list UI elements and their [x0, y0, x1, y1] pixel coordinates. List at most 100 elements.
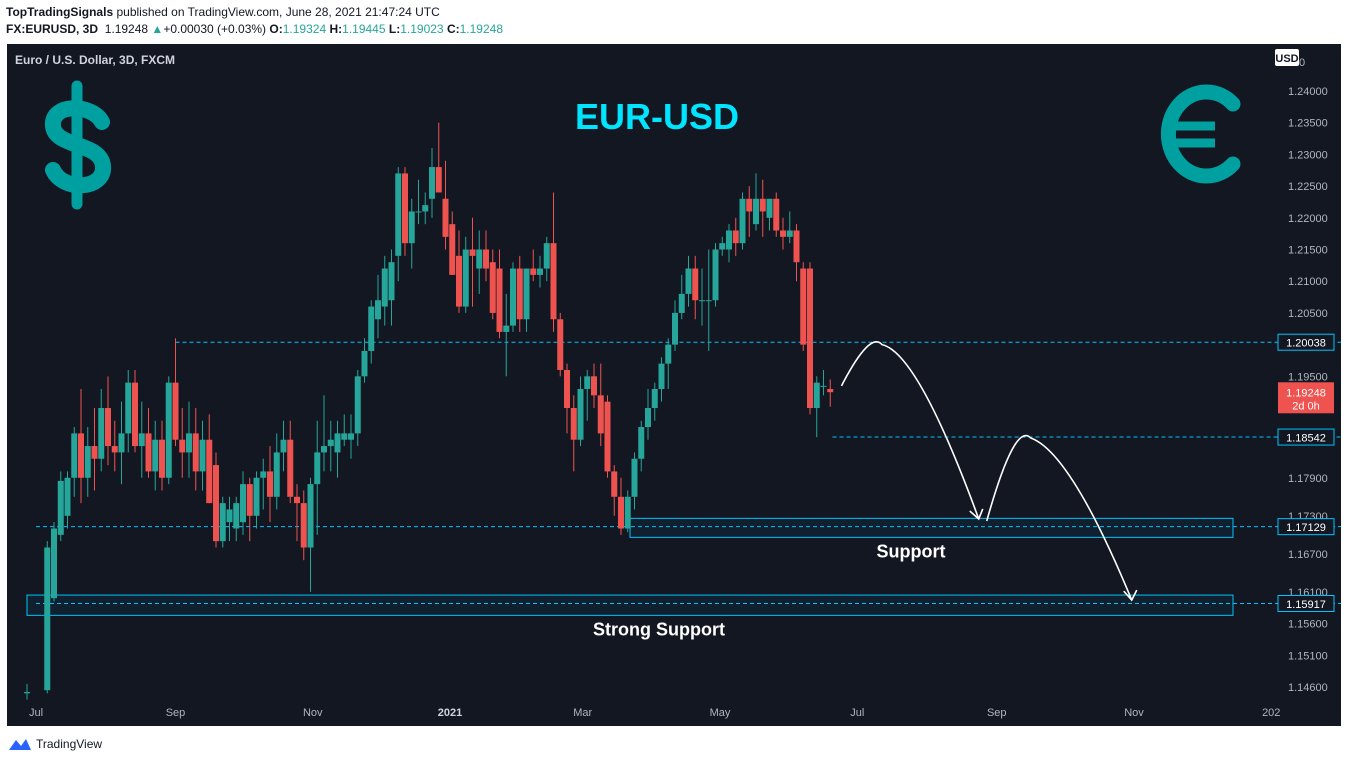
candle-body[interactable]	[678, 293, 685, 313]
candle-body[interactable]	[219, 503, 226, 542]
candle-body[interactable]	[813, 382, 820, 409]
candle-body[interactable]	[496, 268, 503, 332]
chart-area[interactable]: Euro / U.S. Dollar, 3D, FXCM EUR-USD USD…	[7, 44, 1341, 726]
candle-body[interactable]	[800, 268, 807, 345]
candle-body[interactable]	[395, 173, 402, 256]
candle-body[interactable]	[132, 382, 138, 447]
candles-layer[interactable]	[24, 122, 834, 700]
candle-body[interactable]	[71, 433, 78, 478]
candle-body[interactable]	[192, 433, 199, 472]
currency-badge[interactable]	[1275, 49, 1299, 66]
candle-body[interactable]	[537, 268, 543, 275]
candle-body[interactable]	[341, 433, 348, 440]
candle-body[interactable]	[57, 480, 64, 535]
candle-body[interactable]	[388, 262, 395, 301]
candle-body[interactable]	[402, 173, 408, 244]
candle-body[interactable]	[253, 477, 260, 516]
candle-body[interactable]	[550, 243, 557, 320]
candle-body[interactable]	[672, 312, 678, 345]
candle-body[interactable]	[658, 363, 665, 389]
candle-body[interactable]	[523, 268, 530, 320]
candle-body[interactable]	[246, 484, 253, 516]
candle-body[interactable]	[273, 452, 280, 497]
candle-body[interactable]	[564, 369, 570, 409]
candle-body[interactable]	[159, 439, 165, 478]
candle-body[interactable]	[321, 446, 327, 453]
candle-body[interactable]	[240, 484, 246, 523]
candle-body[interactable]	[773, 198, 780, 231]
candle-body[interactable]	[456, 255, 462, 307]
candle-body[interactable]	[105, 408, 111, 447]
candle-body[interactable]	[44, 547, 51, 691]
price-axis[interactable]: USD 0 1.24000 1.23500 1.23000 1.22500 1.2200…	[1275, 49, 1328, 694]
candle-body[interactable]	[584, 376, 591, 389]
candle-body[interactable]	[462, 249, 469, 307]
candle-body[interactable]	[611, 471, 618, 497]
candle-body[interactable]	[307, 484, 314, 548]
candle-body[interactable]	[138, 433, 145, 447]
candle-body[interactable]	[510, 268, 516, 326]
candle-body[interactable]	[300, 503, 307, 548]
candle-body[interactable]	[91, 446, 98, 459]
candle-body[interactable]	[827, 389, 834, 393]
candle-body[interactable]	[98, 408, 105, 459]
candle-body[interactable]	[557, 319, 564, 370]
candle-body[interactable]	[516, 268, 523, 320]
candle-body[interactable]	[111, 446, 118, 453]
candle-body[interactable]	[503, 325, 510, 332]
candle-body[interactable]	[442, 198, 449, 237]
candle-body[interactable]	[766, 198, 773, 218]
candle-body[interactable]	[786, 230, 793, 237]
candle-body[interactable]	[699, 300, 705, 302]
candle-body[interactable]	[381, 268, 388, 307]
candle-body[interactable]	[570, 408, 577, 440]
candle-body[interactable]	[348, 433, 354, 440]
candle-body[interactable]	[165, 382, 172, 478]
candle-body[interactable]	[732, 230, 739, 244]
candle-body[interactable]	[624, 496, 631, 529]
candle-body[interactable]	[314, 452, 321, 485]
candle-body[interactable]	[597, 395, 604, 434]
candle-body[interactable]	[294, 496, 300, 504]
candle-body[interactable]	[84, 446, 91, 478]
candle-body[interactable]	[726, 230, 732, 250]
candle-body[interactable]	[78, 433, 84, 478]
candle-body[interactable]	[408, 211, 415, 244]
candle-body[interactable]	[820, 385, 827, 387]
candle-body[interactable]	[591, 376, 597, 396]
candle-body[interactable]	[327, 439, 334, 447]
candle-body[interactable]	[793, 230, 800, 263]
candle-body[interactable]	[354, 376, 361, 434]
candle-body[interactable]	[645, 408, 651, 428]
candle-body[interactable]	[118, 433, 125, 453]
candle-body[interactable]	[145, 433, 152, 472]
publisher-name[interactable]: TopTradingSignals	[6, 5, 114, 19]
candle-body[interactable]	[469, 249, 476, 256]
candle-body[interactable]	[638, 427, 645, 459]
candle-body[interactable]	[429, 167, 435, 199]
candle-body[interactable]	[449, 224, 456, 275]
candle-body[interactable]	[51, 528, 57, 599]
candle-body[interactable]	[753, 198, 759, 225]
candle-body[interactable]	[260, 471, 267, 478]
candle-body[interactable]	[435, 167, 442, 193]
candle-body[interactable]	[125, 382, 132, 434]
candle-body[interactable]	[422, 205, 429, 212]
candle-body[interactable]	[179, 439, 186, 453]
candle-body[interactable]	[712, 249, 719, 301]
candle-body[interactable]	[280, 439, 287, 453]
candle-body[interactable]	[24, 692, 30, 694]
candle-body[interactable]	[807, 268, 813, 409]
candle-body[interactable]	[483, 249, 489, 269]
candle-body[interactable]	[692, 268, 699, 301]
candle-body[interactable]	[719, 243, 726, 250]
candle-body[interactable]	[334, 433, 341, 453]
candle-body[interactable]	[530, 268, 537, 275]
candle-body[interactable]	[739, 198, 746, 244]
candle-body[interactable]	[206, 439, 213, 504]
candle-body[interactable]	[631, 458, 638, 497]
candle-body[interactable]	[651, 389, 658, 409]
tradingview-logo-icon[interactable]	[8, 737, 32, 751]
candle-body[interactable]	[368, 306, 375, 351]
candle-body[interactable]	[267, 471, 273, 497]
